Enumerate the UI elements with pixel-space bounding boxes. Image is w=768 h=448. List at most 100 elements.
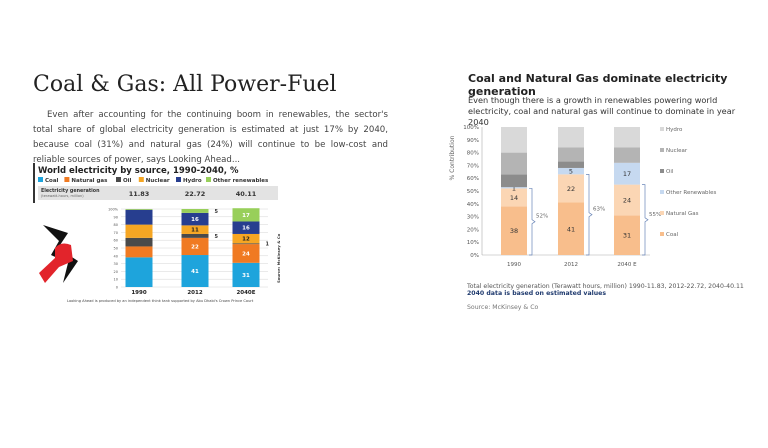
y-tick-label: 20%	[467, 227, 479, 233]
bar-segment	[558, 161, 584, 168]
bracket-label: 63%	[593, 207, 605, 213]
legend-label: Nuclear	[666, 148, 688, 154]
legend-swatch	[206, 177, 211, 182]
legend-swatch	[660, 232, 664, 236]
bar-label: 12	[242, 237, 250, 243]
legend-label: Oil	[666, 169, 674, 175]
legend-swatch	[138, 177, 144, 182]
y-tick-label: 100%	[463, 125, 479, 131]
y-tick-label: 90	[114, 215, 118, 219]
bar-label: 5	[569, 168, 573, 176]
bracket	[529, 188, 536, 256]
y-tick-label: 90%	[467, 138, 479, 144]
legend-swatch	[660, 127, 664, 131]
x-tick-label: 2012	[564, 262, 578, 268]
bracket-label: 55%	[649, 212, 661, 218]
bar-segment	[501, 127, 527, 153]
x-tick-label: 2040E	[236, 290, 255, 296]
bar-segment	[501, 206, 527, 255]
bar-label: 22	[191, 244, 199, 250]
bar-segment	[232, 244, 260, 263]
bar-segment	[125, 209, 153, 210]
bar-segment	[181, 237, 209, 256]
legend-label: Oil	[123, 178, 132, 184]
bar-label: 16	[242, 226, 250, 232]
bar-segment	[181, 233, 209, 238]
right-chart-note: Total electricity generation (Terawatt h…	[467, 283, 744, 290]
bar-label: 41	[567, 225, 575, 233]
bar-label: 11	[191, 228, 199, 234]
bar-segment	[181, 212, 209, 226]
bar-label: 38	[510, 227, 518, 235]
y-tick-label: 70	[114, 231, 118, 235]
bar-segment	[232, 262, 260, 287]
y-tick-label: 40%	[467, 202, 479, 208]
bar-segment	[558, 202, 584, 255]
y-tick-label: 80	[114, 223, 118, 227]
right-chart-source: Source: McKinsey & Co	[467, 304, 539, 311]
bar-label: 31	[242, 273, 250, 279]
y-tick-label: 60%	[467, 176, 479, 182]
legend-label: Hydro	[183, 178, 202, 184]
legend-swatch	[660, 169, 664, 173]
article-body: Even after accounting for the continuing…	[33, 110, 388, 165]
bar-segment	[501, 188, 527, 207]
source-label: Source: McKinsey & Co	[276, 233, 281, 283]
bar-label: 14	[510, 194, 518, 202]
right-chart-subtitle: Even though there is a growth in renewab…	[468, 95, 736, 127]
y-tick-label: 60	[114, 239, 118, 243]
y-tick-label: 30%	[467, 215, 479, 221]
bar-segment	[125, 237, 153, 247]
legend-swatch	[64, 177, 70, 182]
y-tick-label: 50	[114, 247, 118, 251]
legend-label: Coal	[45, 178, 59, 184]
legend-label: Other Renewables	[666, 190, 716, 196]
bar-segment	[614, 184, 640, 216]
generation-sublabel: (terawatt-hours, million)	[41, 194, 84, 198]
bar-segment	[125, 246, 153, 258]
article-title: Coal & Gas: All Power-Fuel	[33, 72, 337, 97]
y-axis-label: % Contribution	[449, 135, 456, 180]
bar-segment	[181, 209, 209, 213]
bar-label: 24	[242, 251, 250, 257]
bar-segment	[125, 257, 153, 287]
bar-segment	[614, 147, 640, 163]
bar-label: 41	[191, 269, 199, 275]
y-tick-label: 50%	[467, 189, 479, 195]
bar-segment	[558, 174, 584, 203]
generation-value: 11.83	[129, 190, 150, 198]
generation-label: Electricity generation	[41, 188, 100, 194]
legend-swatch	[660, 190, 664, 194]
x-tick-label: 1990	[507, 262, 521, 268]
legend-swatch	[660, 148, 664, 152]
y-tick-label: 100%	[108, 208, 119, 212]
bracket	[642, 184, 649, 256]
bar-label: 24	[623, 196, 631, 204]
legend-swatch	[38, 177, 43, 182]
bar-callout: 5	[215, 209, 219, 215]
bar-segment	[125, 224, 153, 238]
bar-label: 16	[191, 217, 199, 223]
y-tick-label: 40	[114, 254, 118, 258]
bar-label: 17	[242, 213, 250, 219]
bar-segment	[558, 127, 584, 148]
bar-label: 22	[567, 185, 575, 193]
bar-label: 1	[512, 184, 516, 192]
x-tick-label: 1990	[131, 290, 146, 296]
bar-segment	[501, 174, 527, 188]
y-tick-label: 80%	[467, 151, 479, 157]
bar-segment	[232, 243, 260, 245]
bracket-label: 52%	[536, 214, 548, 220]
generation-band	[38, 186, 278, 200]
bar-segment	[614, 215, 640, 255]
bar-segment	[181, 255, 209, 287]
bar-segment	[232, 233, 260, 244]
legend-swatch	[660, 211, 664, 215]
bar-label: 17	[623, 170, 631, 178]
right-chart-note-bold: 2040 data is based on estimated values	[467, 290, 607, 297]
y-tick-label: 0%	[470, 253, 479, 259]
y-tick-label: 0	[116, 286, 118, 290]
bar-segment	[614, 162, 640, 185]
bracket	[586, 174, 593, 256]
y-tick-label: 10%	[467, 240, 479, 246]
